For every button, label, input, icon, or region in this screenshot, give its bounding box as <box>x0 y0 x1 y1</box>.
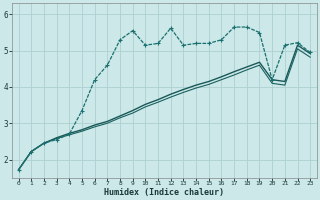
X-axis label: Humidex (Indice chaleur): Humidex (Indice chaleur) <box>104 188 224 197</box>
